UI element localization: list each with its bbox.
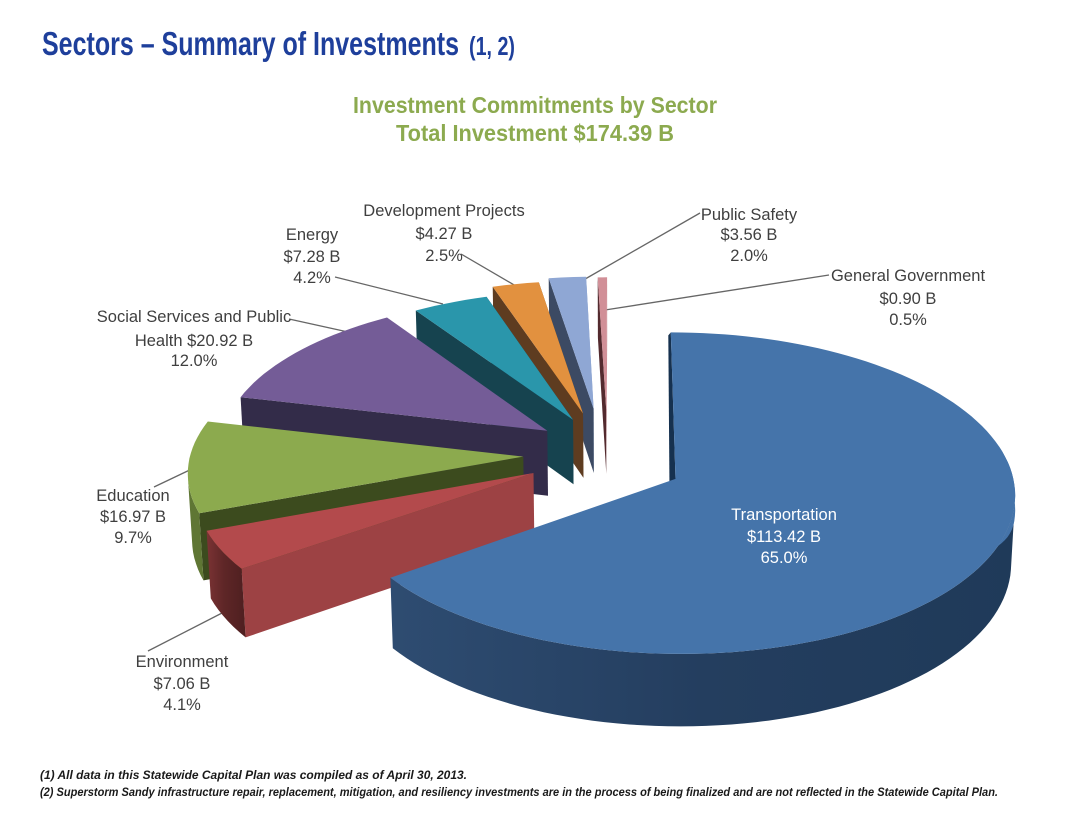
svg-text:4.1%: 4.1%	[163, 696, 201, 714]
svg-text:$0.90 B: $0.90 B	[880, 290, 937, 308]
svg-text:Health $20.92 B: Health $20.92 B	[135, 332, 253, 350]
svg-text:4.2%: 4.2%	[293, 269, 331, 287]
svg-text:Investment Commitments by Sect: Investment Commitments by Sector	[353, 92, 717, 118]
svg-text:9.7%: 9.7%	[114, 529, 152, 547]
svg-text:$16.97 B: $16.97 B	[100, 508, 166, 526]
svg-text:General Government: General Government	[831, 267, 985, 285]
svg-text:Development Projects: Development Projects	[363, 202, 524, 220]
svg-text:$3.56 B: $3.56 B	[721, 226, 778, 244]
svg-text:Total Investment $174.39 B: Total Investment $174.39 B	[396, 120, 674, 146]
svg-text:12.0%: 12.0%	[171, 352, 218, 370]
svg-text:Public Safety: Public Safety	[701, 206, 798, 224]
svg-text:Education: Education	[96, 487, 169, 505]
svg-text:$7.28 B: $7.28 B	[284, 248, 341, 266]
svg-text:$113.42 B: $113.42 B	[747, 528, 821, 546]
svg-text:(1) All data in this Statewide: (1) All data in this Statewide Capital P…	[40, 768, 467, 782]
svg-text:$4.27 B: $4.27 B	[416, 225, 473, 243]
svg-text:2.0%: 2.0%	[730, 247, 768, 265]
svg-text:Environment: Environment	[136, 653, 229, 671]
svg-text:65.0%: 65.0%	[761, 549, 808, 567]
svg-text:(2) Superstorm Sandy infrastru: (2) Superstorm Sandy infrastructure repa…	[40, 785, 998, 799]
svg-text:Energy: Energy	[286, 226, 339, 244]
svg-text:2.5%: 2.5%	[425, 247, 463, 265]
svg-text:Transportation: Transportation	[731, 506, 837, 524]
svg-text:Sectors – Summary of Investmen: Sectors – Summary of Investments	[42, 26, 459, 63]
svg-text:0.5%: 0.5%	[889, 311, 927, 329]
svg-text:(1, 2): (1, 2)	[469, 31, 515, 61]
svg-text:Social Services and Public: Social Services and Public	[97, 308, 291, 326]
svg-text:$7.06 B: $7.06 B	[154, 675, 211, 693]
